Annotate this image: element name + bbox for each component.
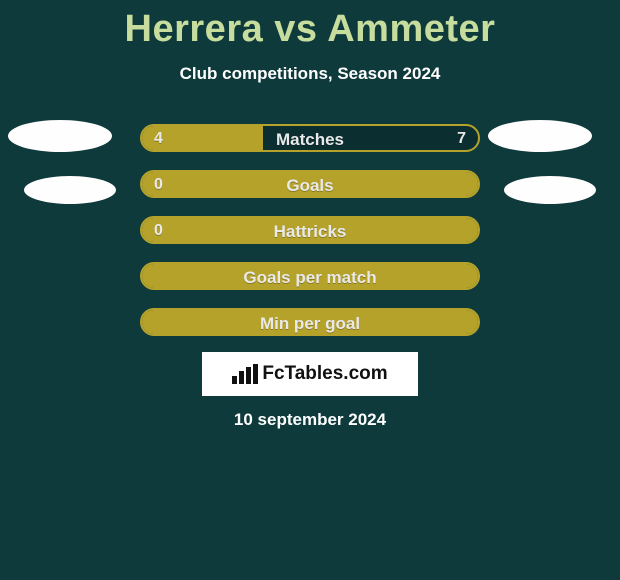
stat-bar: Min per goal: [140, 308, 480, 336]
stat-bar-fill: [142, 218, 478, 242]
left-blob-2: [24, 176, 116, 204]
page-title: Herrera vs Ammeter: [0, 8, 620, 51]
subtitle: Club competitions, Season 2024: [0, 64, 620, 84]
logo-box: FcTables.com: [202, 352, 418, 396]
date-text: 10 september 2024: [0, 410, 620, 430]
stat-bar: Hattricks0: [140, 216, 480, 244]
barchart-icon: [232, 364, 258, 384]
stat-bar: Goals per match: [140, 262, 480, 290]
logo-text: FcTables.com: [262, 363, 387, 385]
right-blob-1: [488, 120, 592, 152]
stat-bar-value-left: 0: [154, 176, 163, 194]
logo: FcTables.com: [232, 363, 387, 385]
comparison-canvas: Herrera vs Ammeter Club competitions, Se…: [0, 0, 620, 580]
stat-bar: Goals0: [140, 170, 480, 198]
stat-bar: Matches47: [140, 124, 480, 152]
left-blob-1: [8, 120, 112, 152]
stat-bar-value-left: 4: [154, 130, 163, 148]
stat-bar-fill: [142, 310, 478, 334]
stat-bar-value-left: 0: [154, 222, 163, 240]
stat-bar-fill: [142, 172, 478, 196]
right-blob-2: [504, 176, 596, 204]
stat-bar-value-right: 7: [457, 130, 466, 148]
stat-bar-fill: [142, 264, 478, 288]
